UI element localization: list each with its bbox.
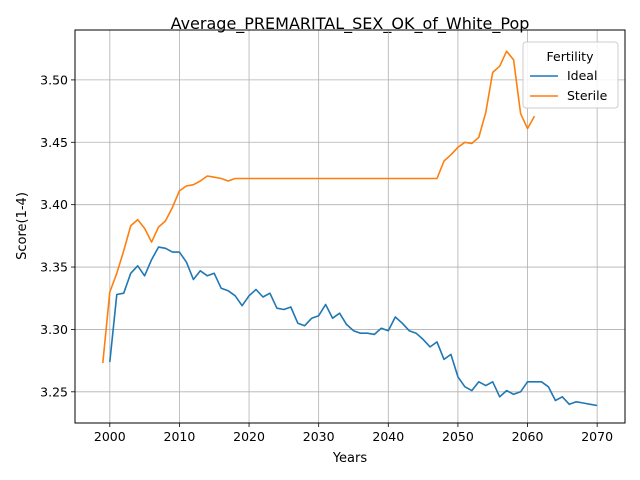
x-tick-label: 2010 — [164, 429, 196, 444]
y-tick-label: 3.25 — [40, 384, 68, 399]
series-layer — [102, 50, 598, 407]
x-tick-label: 2040 — [372, 429, 404, 444]
x-tick-label: 2020 — [233, 429, 265, 444]
legend-label-ideal: Ideal — [567, 68, 597, 83]
legend-box — [522, 41, 619, 109]
y-tick-label: 3.50 — [40, 72, 68, 87]
y-tick-label: 3.30 — [40, 322, 68, 337]
y-tick-label: 3.35 — [40, 260, 68, 275]
chart-title: Average_PREMARITAL_SEX_OK_of_White_Pop — [171, 14, 530, 34]
x-tick-label: 2060 — [512, 429, 544, 444]
legend-entries: Ideal Sterile — [530, 68, 608, 103]
x-tick-label: 2070 — [581, 429, 613, 444]
y-axis-label: Score(1-4) — [15, 192, 30, 260]
y-tick-label: 3.45 — [40, 135, 68, 150]
x-tick-label: 2050 — [442, 429, 474, 444]
y-tick-label: 3.40 — [40, 197, 68, 212]
series-line-ideal — [109, 246, 598, 407]
series-line-sterile — [102, 50, 536, 364]
tick-layer: 2000 2010 2020 2030 2040 2050 2060 2070 3.25 3.30… — [40, 72, 613, 444]
legend-title: Fertility — [547, 49, 595, 64]
x-tick-label: 2000 — [94, 429, 126, 444]
plot-frame — [74, 29, 626, 424]
x-axis-label: Years — [332, 451, 368, 466]
x-tick-label: 2030 — [303, 429, 335, 444]
legend: Fertility Ideal Sterile — [522, 41, 619, 109]
legend-label-sterile: Sterile — [567, 88, 608, 103]
